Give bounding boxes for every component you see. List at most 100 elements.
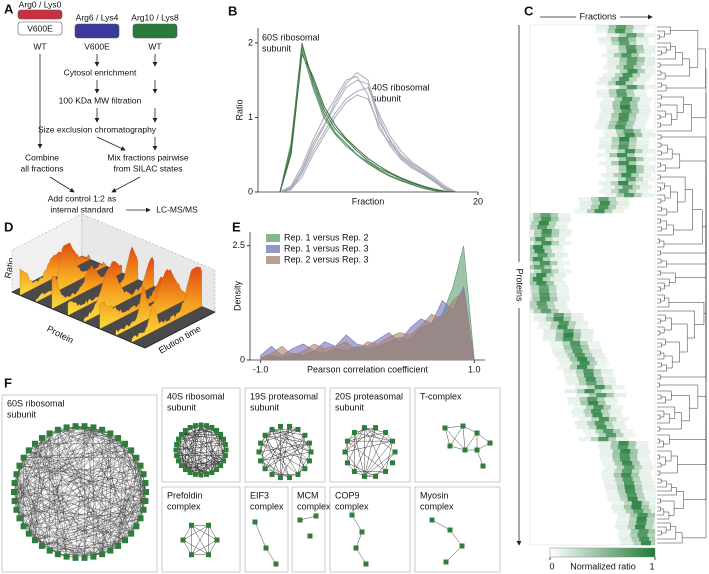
network-box bbox=[291, 486, 326, 573]
edge bbox=[260, 442, 306, 469]
network-title: 60S ribosomal bbox=[7, 398, 65, 408]
node bbox=[361, 425, 367, 431]
dendrogram-link bbox=[657, 260, 667, 268]
network-box bbox=[329, 486, 411, 573]
edge bbox=[260, 442, 299, 475]
edge bbox=[16, 443, 126, 475]
edge bbox=[260, 443, 266, 469]
edge bbox=[19, 465, 144, 475]
arrow bbox=[111, 176, 141, 193]
heatmap-cell bbox=[530, 265, 565, 270]
edge bbox=[449, 425, 464, 447]
panel-letter: E bbox=[232, 219, 241, 234]
heatmap-cell bbox=[535, 237, 546, 242]
edge bbox=[41, 545, 67, 557]
node bbox=[31, 440, 38, 447]
heatmap-cell bbox=[536, 301, 547, 306]
node bbox=[198, 422, 204, 428]
y-tick-label: 2 bbox=[248, 37, 253, 47]
edge bbox=[28, 438, 43, 534]
edge bbox=[19, 427, 94, 519]
y-tick-label: 1 bbox=[248, 112, 253, 122]
edge bbox=[260, 451, 312, 462]
dendrogram-link bbox=[691, 68, 707, 119]
edge bbox=[344, 427, 365, 453]
node bbox=[269, 426, 275, 432]
network-title: complex bbox=[420, 501, 454, 511]
heatmap-cell bbox=[625, 177, 636, 182]
dendrogram-link bbox=[657, 226, 662, 232]
edge bbox=[66, 482, 146, 557]
dendrogram-link bbox=[660, 144, 668, 154]
edge bbox=[57, 429, 132, 534]
node bbox=[72, 423, 79, 430]
edge bbox=[271, 429, 312, 453]
y-tick-label: 0 bbox=[248, 186, 253, 196]
node bbox=[54, 551, 61, 558]
edge bbox=[264, 426, 290, 469]
heatmap-cell bbox=[537, 305, 548, 310]
surface-plot bbox=[11, 213, 216, 349]
node bbox=[273, 561, 279, 567]
heatmap-cell bbox=[563, 329, 574, 334]
heatmap-cell bbox=[626, 85, 637, 90]
edge bbox=[19, 474, 144, 519]
dendrogram-link bbox=[666, 239, 707, 265]
heatmap-cell bbox=[620, 105, 631, 110]
node bbox=[38, 435, 45, 442]
node bbox=[263, 545, 269, 551]
heatmap-cell bbox=[616, 25, 627, 30]
edge bbox=[131, 457, 137, 534]
edge bbox=[271, 429, 310, 444]
edge bbox=[57, 429, 119, 439]
node bbox=[140, 506, 147, 513]
heatmap-cell bbox=[622, 185, 633, 190]
edge bbox=[110, 474, 144, 551]
heatmap-cell bbox=[572, 349, 583, 354]
node bbox=[137, 515, 144, 522]
label-state: Arg0 / Lys0 bbox=[19, 0, 62, 9]
edge bbox=[265, 435, 310, 444]
node bbox=[16, 515, 23, 522]
node bbox=[447, 527, 453, 533]
heatmap-cell bbox=[624, 133, 635, 138]
node bbox=[99, 426, 106, 433]
dendrogram-link bbox=[660, 113, 672, 126]
heatmap-cell bbox=[640, 541, 651, 546]
dendrogram-link bbox=[657, 218, 661, 224]
edge bbox=[178, 438, 226, 445]
network-title: 20S proteasomal bbox=[335, 391, 403, 401]
heatmap-cell bbox=[596, 425, 607, 430]
dendrogram-link bbox=[660, 272, 676, 283]
step: Add control 1:2 as bbox=[48, 193, 117, 203]
edge bbox=[49, 433, 126, 541]
dendrogram-link bbox=[668, 302, 705, 325]
line bbox=[279, 79, 457, 193]
y-tick-label: 0 bbox=[240, 354, 245, 364]
edge bbox=[14, 429, 103, 502]
edge bbox=[189, 438, 224, 473]
node bbox=[221, 436, 227, 442]
dish bbox=[74, 23, 120, 39]
heatmap-cell bbox=[530, 293, 570, 298]
heatmap-cell bbox=[577, 357, 588, 362]
edge bbox=[444, 427, 466, 451]
dendrogram-link bbox=[657, 511, 670, 520]
edge bbox=[431, 519, 451, 531]
heatmap-cell bbox=[594, 209, 605, 214]
edge bbox=[181, 434, 202, 476]
node bbox=[128, 530, 135, 537]
dendrogram-link bbox=[663, 209, 703, 245]
dendrogram-link bbox=[657, 362, 662, 368]
edge bbox=[260, 429, 299, 444]
edge bbox=[175, 438, 224, 451]
heatmap-cell bbox=[598, 197, 609, 202]
dendrogram-link bbox=[657, 526, 667, 534]
edge bbox=[178, 434, 221, 462]
heatmap-cell bbox=[619, 453, 630, 458]
heatmap-cell bbox=[530, 225, 568, 230]
heatmap-cell bbox=[616, 93, 627, 98]
